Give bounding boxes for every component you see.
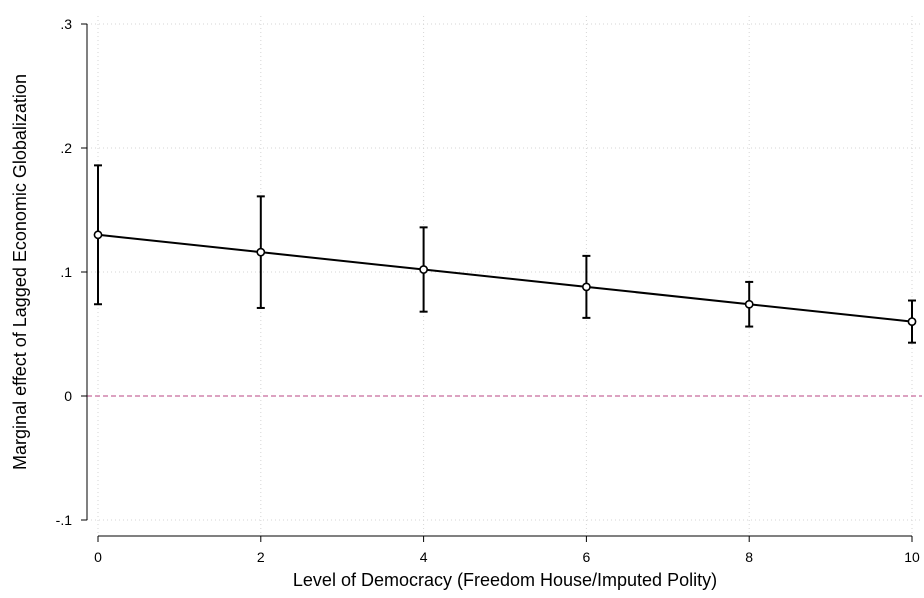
x-tick-label: 0 — [94, 549, 102, 565]
axes-layer: -.1 0 .1 .2 .3 0 2 4 6 8 10 — [56, 16, 920, 565]
y-tick-label: .3 — [60, 16, 72, 32]
data-point — [744, 299, 754, 309]
y-tick-label: -.1 — [56, 512, 73, 528]
y-axis-title: Marginal effect of Lagged Economic Globa… — [10, 74, 30, 470]
y-tick-label: .2 — [60, 140, 72, 156]
y-tick-label: .1 — [60, 264, 72, 280]
data-point — [419, 265, 428, 274]
data-point — [907, 317, 917, 326]
y-tick-label: 0 — [64, 388, 72, 404]
x-tick-label: 10 — [904, 549, 920, 565]
data-point — [256, 247, 266, 257]
grid-layer — [87, 16, 922, 536]
x-tick-label: 4 — [420, 549, 428, 565]
data-point — [93, 230, 103, 240]
x-tick-label: 8 — [745, 549, 753, 565]
series-layer — [93, 164, 917, 344]
x-tick-label: 2 — [257, 549, 265, 565]
data-point — [582, 282, 591, 292]
series-line — [97, 233, 913, 323]
x-tick-label: 6 — [583, 549, 591, 565]
x-axis-title: Level of Democracy (Freedom House/Impute… — [293, 570, 717, 590]
